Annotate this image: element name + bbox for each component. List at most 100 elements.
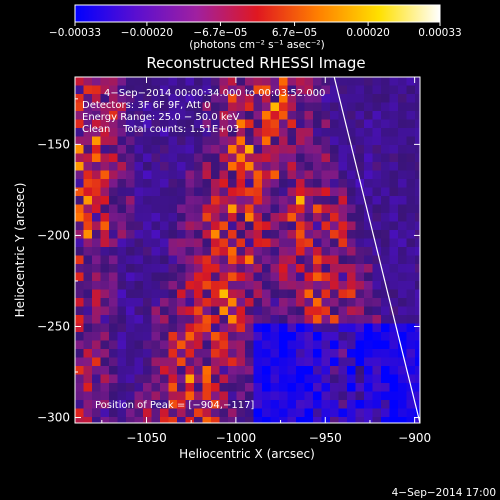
heatmap-cell bbox=[185, 281, 195, 290]
heatmap-cell bbox=[321, 357, 331, 367]
heatmap-cell bbox=[211, 247, 220, 256]
heatmap-cell bbox=[321, 323, 331, 333]
heatmap-cell bbox=[398, 400, 407, 409]
heatmap-cell bbox=[126, 332, 135, 341]
heatmap-cell bbox=[194, 170, 203, 180]
heatmap-cell bbox=[313, 136, 322, 146]
heatmap-cell bbox=[202, 366, 212, 375]
heatmap-cell bbox=[262, 383, 271, 392]
heatmap-cell bbox=[270, 272, 280, 282]
heatmap-cell bbox=[304, 170, 314, 180]
heatmap-cell bbox=[168, 162, 178, 171]
plot-frame bbox=[74, 76, 421, 424]
heatmap-cell bbox=[398, 230, 407, 239]
heatmap-cell bbox=[279, 102, 288, 112]
heatmap-cell bbox=[75, 230, 84, 239]
heatmap-cell bbox=[406, 417, 416, 423]
heatmap-cell bbox=[211, 162, 220, 171]
heatmap-cell bbox=[270, 289, 280, 299]
heatmap-cell bbox=[219, 213, 229, 222]
heatmap-cell bbox=[262, 247, 271, 256]
heatmap-cell bbox=[330, 374, 339, 384]
heatmap-cell bbox=[92, 94, 101, 103]
heatmap-cell bbox=[185, 204, 195, 214]
heatmap-cell bbox=[355, 349, 365, 358]
heatmap-cell bbox=[228, 94, 237, 103]
heatmap-cell bbox=[398, 323, 407, 333]
heatmap-cell bbox=[313, 145, 322, 154]
heatmap-cell bbox=[279, 213, 288, 222]
heatmap-cell bbox=[372, 221, 382, 231]
heatmap-cell bbox=[228, 306, 237, 316]
heatmap-cell bbox=[177, 247, 186, 256]
heatmap-cell bbox=[117, 374, 127, 384]
heatmap-cell bbox=[347, 204, 356, 214]
heatmap-cell bbox=[194, 187, 203, 197]
heatmap-cell bbox=[389, 119, 399, 129]
heatmap-cell bbox=[83, 289, 93, 299]
heatmap-cell bbox=[296, 417, 305, 423]
heatmap-cell bbox=[270, 196, 280, 205]
heatmap-cell bbox=[389, 128, 399, 137]
heatmap-cell bbox=[415, 153, 420, 163]
heatmap-cell bbox=[92, 238, 101, 248]
heatmap-cell bbox=[151, 357, 161, 367]
heatmap-cell bbox=[381, 204, 390, 214]
heatmap-cell bbox=[406, 187, 416, 197]
heatmap-cell bbox=[194, 196, 203, 205]
heatmap-cell bbox=[134, 187, 144, 197]
heatmap-cell bbox=[126, 119, 135, 129]
heatmap-cell bbox=[168, 230, 178, 239]
heatmap-cell bbox=[228, 85, 237, 95]
heatmap-cell bbox=[228, 264, 237, 273]
heatmap-cell bbox=[185, 391, 195, 401]
heatmap-cell bbox=[270, 145, 280, 154]
heatmap-cell bbox=[177, 281, 186, 290]
heatmap-cell bbox=[304, 238, 314, 248]
heatmap-cell bbox=[177, 323, 186, 333]
heatmap-cell bbox=[304, 153, 314, 163]
heatmap-cell bbox=[338, 221, 348, 231]
heatmap-cell bbox=[83, 374, 93, 384]
heatmap-cell bbox=[262, 136, 271, 146]
heatmap-cell bbox=[177, 340, 186, 350]
heatmap-cell bbox=[415, 213, 420, 222]
heatmap-cell bbox=[279, 247, 288, 256]
heatmap-cell bbox=[287, 264, 297, 273]
heatmap-cell bbox=[245, 264, 254, 273]
heatmap-cell bbox=[355, 340, 365, 350]
heatmap-cell bbox=[330, 323, 339, 333]
heatmap-cell bbox=[245, 179, 254, 188]
heatmap-cell bbox=[287, 170, 297, 180]
heatmap-cell bbox=[398, 374, 407, 384]
heatmap-cell bbox=[296, 145, 305, 154]
heatmap-cell bbox=[262, 272, 271, 282]
heatmap-cell bbox=[270, 340, 280, 350]
heatmap-cell bbox=[245, 196, 254, 205]
heatmap-cell bbox=[296, 238, 305, 248]
heatmap-cell bbox=[75, 187, 84, 197]
heatmap-cell bbox=[304, 128, 314, 137]
heatmap-cell bbox=[92, 383, 101, 392]
heatmap-cell bbox=[415, 111, 420, 120]
timestamp: 4−Sep−2014 17:00 bbox=[392, 487, 496, 499]
heatmap-cell bbox=[236, 366, 246, 375]
heatmap-cell bbox=[304, 111, 314, 120]
heatmap-cell bbox=[372, 111, 382, 120]
heatmap-cell bbox=[415, 128, 420, 137]
heatmap-cell bbox=[211, 85, 220, 95]
heatmap-cell bbox=[202, 255, 212, 265]
heatmap-cell bbox=[177, 238, 186, 248]
heatmap-cell bbox=[211, 400, 220, 409]
heatmap-cell bbox=[185, 221, 195, 231]
heatmap-cell bbox=[304, 213, 314, 222]
heatmap-cell bbox=[253, 323, 263, 333]
heatmap-cell bbox=[313, 77, 322, 86]
heatmap-cell bbox=[194, 162, 203, 171]
heatmap-cell bbox=[321, 332, 331, 341]
heatmap-cell bbox=[92, 315, 101, 324]
heatmap-cell bbox=[406, 298, 416, 307]
heatmap-cell bbox=[100, 340, 110, 350]
heatmap-cell bbox=[279, 323, 288, 333]
heatmap-cell bbox=[109, 136, 118, 146]
